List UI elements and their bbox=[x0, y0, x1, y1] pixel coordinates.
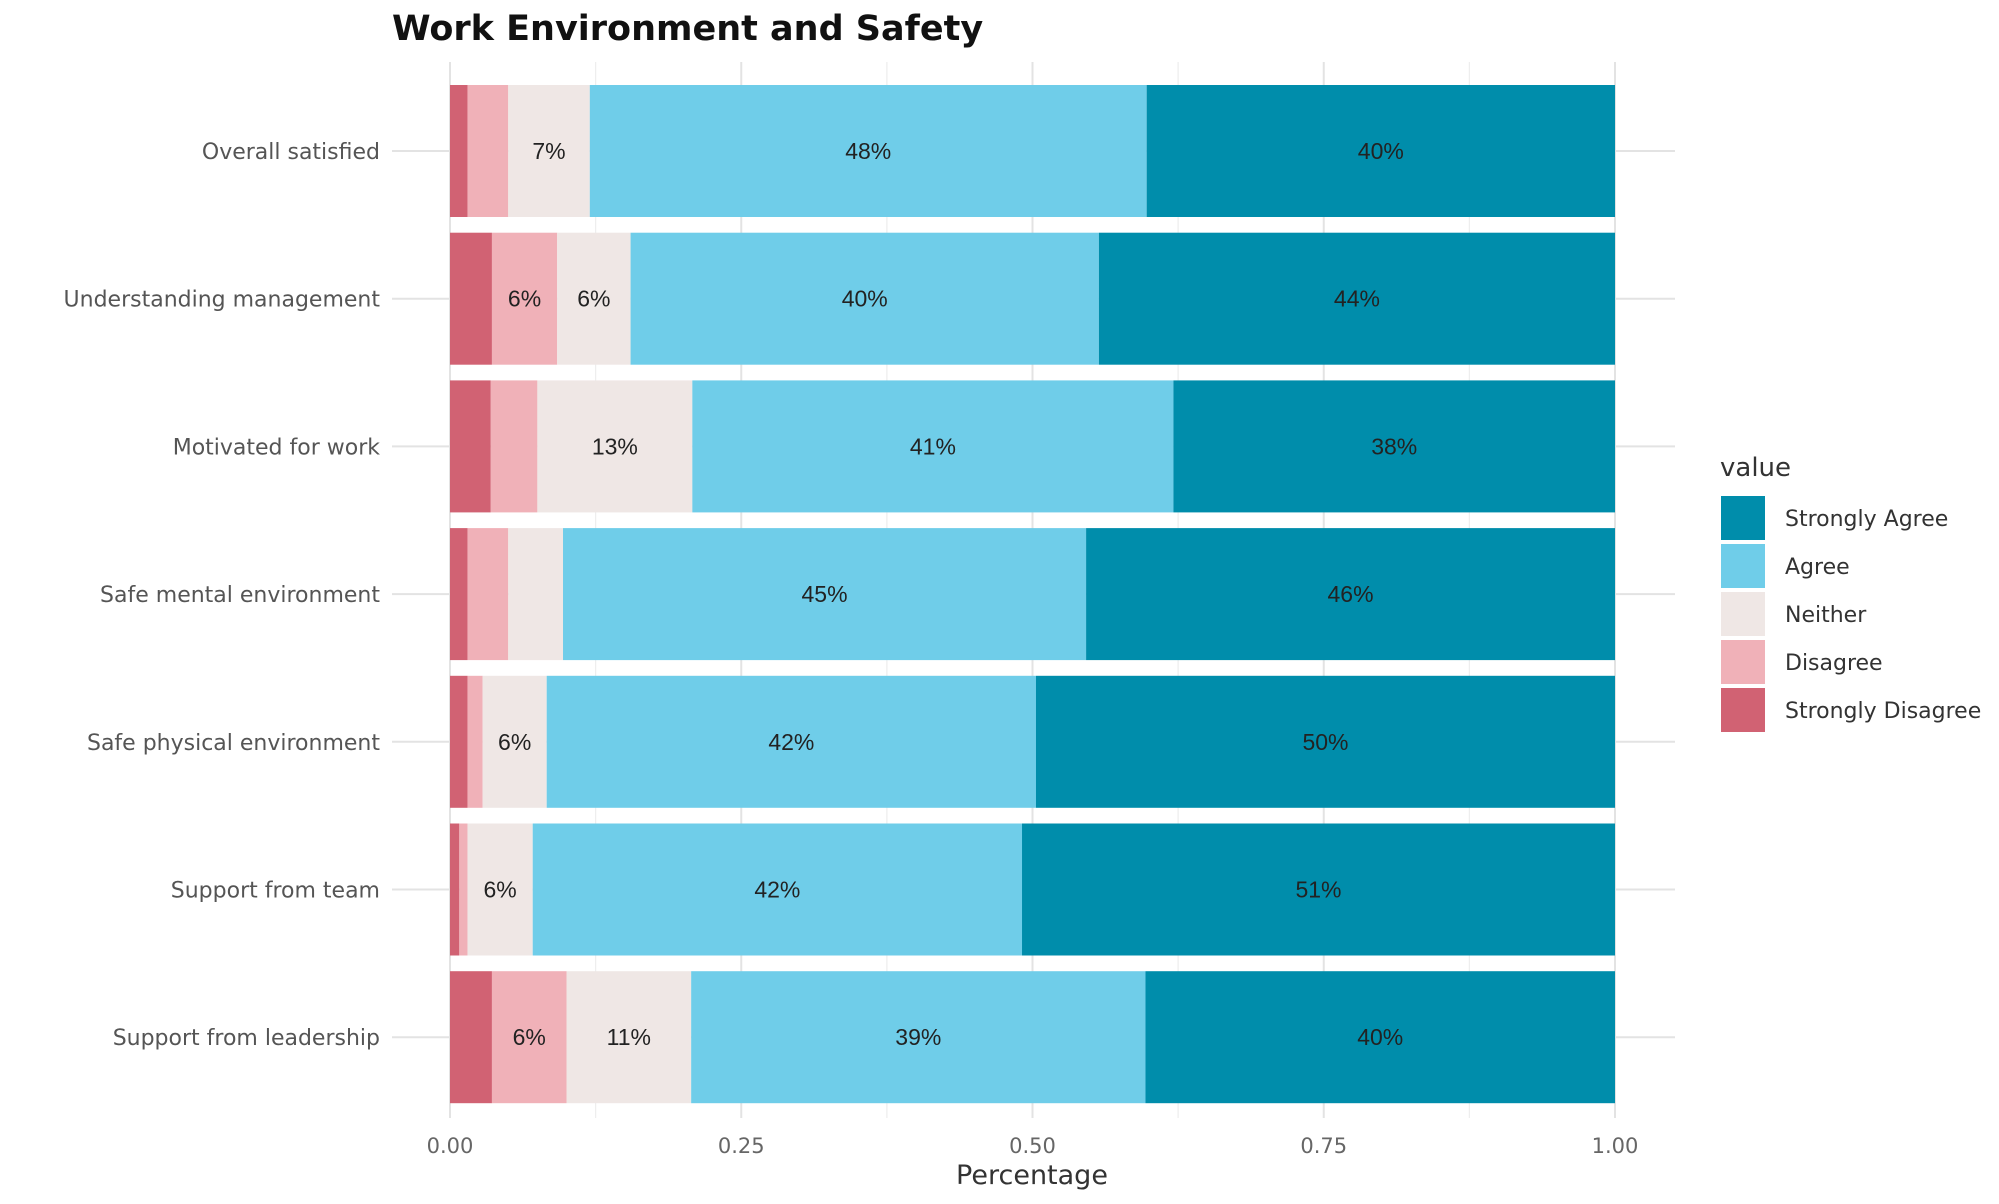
legend-swatch bbox=[1721, 592, 1765, 636]
x-tick-label: 0.50 bbox=[1009, 1134, 1056, 1158]
data-label: 42% bbox=[754, 877, 800, 903]
legend-label: Neither bbox=[1785, 603, 1867, 628]
data-label: 40% bbox=[1357, 1024, 1403, 1050]
x-tick-label: 0.00 bbox=[427, 1134, 474, 1158]
legend-label: Strongly Agree bbox=[1785, 507, 1948, 532]
bar-segment bbox=[1022, 823, 1615, 956]
bar-segment bbox=[490, 380, 538, 513]
bar-segment bbox=[1035, 675, 1615, 808]
data-label: 44% bbox=[1334, 286, 1380, 312]
bar-segment bbox=[630, 232, 1099, 365]
bar-segment bbox=[450, 971, 492, 1104]
data-label: 6% bbox=[498, 729, 531, 755]
bar-segment bbox=[450, 232, 492, 365]
bar-segment bbox=[1086, 528, 1615, 661]
legend-label: Agree bbox=[1785, 555, 1850, 580]
legend-label: Disagree bbox=[1785, 651, 1883, 676]
data-label: 42% bbox=[768, 729, 814, 755]
bar-segment bbox=[1145, 971, 1615, 1104]
bar-segment bbox=[467, 528, 509, 661]
bar-segment bbox=[467, 675, 483, 808]
data-labels: 7% 48% 40% 6% 6% 40% 44% 13% 41% 38% 45% 46% 6% 42% 50… bbox=[483, 138, 1417, 1050]
data-label: 6% bbox=[483, 877, 516, 903]
bar-segment bbox=[467, 85, 509, 217]
bar-segment bbox=[491, 232, 558, 365]
data-label: 38% bbox=[1371, 433, 1417, 459]
bar-segment bbox=[508, 528, 564, 661]
x-axis-ticks: 0.00 0.25 0.50 0.75 1.00 bbox=[427, 1134, 1639, 1158]
category-label: Understanding management bbox=[64, 288, 381, 313]
bar-segment bbox=[537, 380, 693, 513]
bar-segment bbox=[508, 85, 590, 217]
data-label: 6% bbox=[508, 286, 541, 312]
data-label: 50% bbox=[1302, 729, 1348, 755]
bar-segment bbox=[491, 971, 567, 1104]
x-tick-label: 0.25 bbox=[718, 1134, 765, 1158]
data-label: 46% bbox=[1328, 581, 1374, 607]
legend-swatch bbox=[1721, 544, 1765, 588]
bar-segment bbox=[589, 85, 1147, 217]
legend-swatch bbox=[1721, 496, 1765, 540]
category-label: Motivated for work bbox=[173, 435, 381, 460]
legend-swatch bbox=[1721, 640, 1765, 684]
data-label: 39% bbox=[895, 1024, 941, 1050]
bar-segment bbox=[563, 528, 1087, 661]
x-axis-title: Percentage bbox=[956, 1160, 1108, 1191]
bars bbox=[450, 85, 1615, 1104]
bar-segment bbox=[566, 971, 692, 1104]
bar-segment bbox=[450, 675, 468, 808]
category-labels: Overall satisfied Understanding managemen… bbox=[64, 140, 381, 1051]
bar-segment bbox=[450, 85, 468, 217]
data-label: 13% bbox=[592, 433, 638, 459]
legend-title: value bbox=[1720, 453, 1791, 483]
bar-segment bbox=[459, 823, 468, 956]
legend-label: Strongly Disagree bbox=[1785, 699, 1981, 724]
bar-segment bbox=[482, 675, 547, 808]
bar-segment bbox=[1173, 380, 1615, 513]
bar-segment bbox=[1146, 85, 1615, 217]
data-label: 40% bbox=[842, 286, 888, 312]
data-label: 11% bbox=[607, 1024, 651, 1050]
category-label: Support from team bbox=[171, 879, 380, 904]
bar-segment bbox=[546, 675, 1036, 808]
data-label: 7% bbox=[532, 138, 565, 164]
data-label: 45% bbox=[802, 581, 848, 607]
data-label: 40% bbox=[1358, 138, 1404, 164]
category-label: Safe mental environment bbox=[100, 583, 380, 608]
x-tick-label: 0.75 bbox=[1300, 1134, 1347, 1158]
bar-segment bbox=[557, 232, 631, 365]
bar-segment bbox=[450, 823, 460, 956]
data-label: 48% bbox=[845, 138, 891, 164]
bar-segment bbox=[1098, 232, 1615, 365]
category-label: Support from leadership bbox=[113, 1026, 380, 1051]
category-label: Safe physical environment bbox=[87, 731, 380, 756]
chart-title: Work Environment and Safety bbox=[392, 9, 983, 49]
data-label: 6% bbox=[513, 1024, 546, 1050]
bar-segment bbox=[467, 823, 533, 956]
bar-segment bbox=[532, 823, 1023, 956]
bar-segment bbox=[692, 380, 1174, 513]
data-label: 51% bbox=[1295, 877, 1341, 903]
data-label: 6% bbox=[577, 286, 610, 312]
category-label: Overall satisfied bbox=[202, 140, 380, 165]
data-label: 41% bbox=[910, 433, 956, 459]
legend-swatch bbox=[1721, 688, 1765, 732]
bar-segment bbox=[450, 528, 468, 661]
legend: value Strongly Agree Agree Neither Disagree… bbox=[1720, 453, 1981, 732]
x-tick-label: 1.00 bbox=[1592, 1134, 1639, 1158]
bar-segment bbox=[450, 380, 491, 513]
bar-segment bbox=[691, 971, 1146, 1104]
